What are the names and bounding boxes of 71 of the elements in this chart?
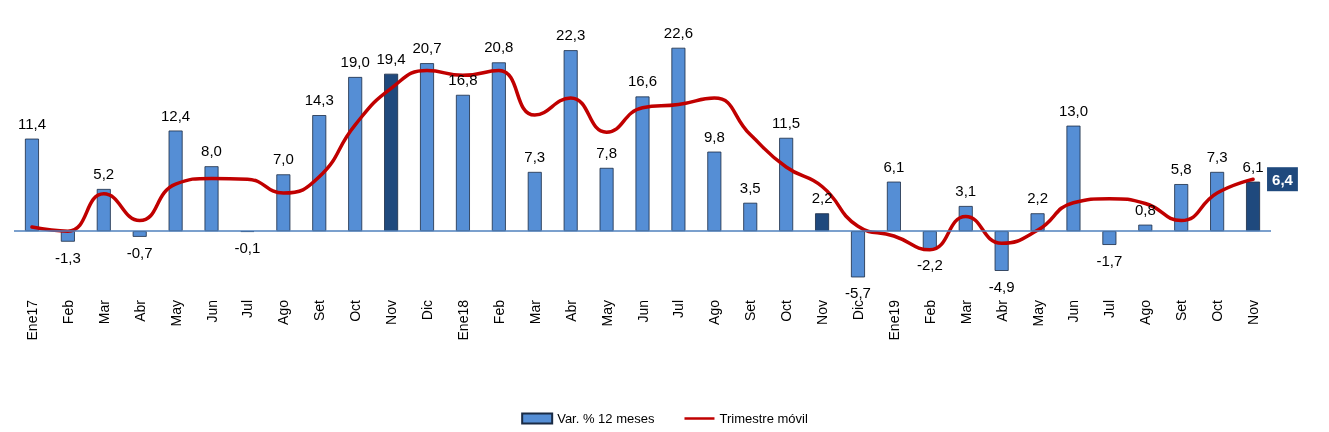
data-label: 22,3 xyxy=(556,26,586,44)
x-tick-label: Oct xyxy=(1209,299,1226,322)
data-label: 20,7 xyxy=(412,39,442,57)
data-label: 12,4 xyxy=(161,106,191,124)
data-label: 7,0 xyxy=(272,150,294,168)
x-tick-label: Jun xyxy=(1065,300,1082,323)
data-label: 3,5 xyxy=(739,178,761,196)
x-tick-label: Jul xyxy=(670,300,687,318)
data-label: -1,7 xyxy=(1096,251,1123,269)
x-tick-label: May xyxy=(167,300,184,327)
data-label: -1,3 xyxy=(54,248,81,266)
data-label: 2,2 xyxy=(811,189,833,207)
x-tick-label: Ago xyxy=(275,299,292,325)
data-label: 0,8 xyxy=(1134,200,1156,218)
data-label: 14,3 xyxy=(304,91,334,109)
data-label: 2,2 xyxy=(1027,189,1048,207)
x-tick-label: Abr xyxy=(562,299,579,322)
x-tick-label: Set xyxy=(311,299,328,322)
x-tick-label: Abr xyxy=(993,299,1010,322)
x-tick-label: Feb xyxy=(490,299,507,325)
data-label: 19,0 xyxy=(340,52,370,70)
x-tick-label: Feb xyxy=(59,299,76,325)
x-tick-label: Abr xyxy=(131,299,148,322)
data-label: 11,4 xyxy=(17,114,46,132)
x-tick-label: Nov xyxy=(383,300,400,325)
data-label: 6,1 xyxy=(883,157,905,175)
x-tick-label: Ago xyxy=(706,299,723,325)
x-tick-label: Ago xyxy=(1137,299,1154,325)
x-tick-label: Dic xyxy=(419,300,436,321)
x-tick-label: Set xyxy=(742,299,759,322)
data-label: 7,8 xyxy=(596,143,618,161)
x-tick-label: Nov xyxy=(814,300,831,325)
legend-label: Trimestre móvil xyxy=(719,411,808,426)
data-label: 5,8 xyxy=(1170,160,1192,178)
x-tick-label: Oct xyxy=(347,299,364,322)
x-tick-label: Feb xyxy=(921,299,938,325)
x-tick-label: Jul xyxy=(1101,300,1118,318)
x-tick-label: May xyxy=(1029,300,1046,327)
x-tick-label: Mar xyxy=(957,299,974,325)
data-label: 9,8 xyxy=(703,127,725,145)
data-label: 5,2 xyxy=(93,164,115,182)
data-label: 6,1 xyxy=(1242,157,1264,175)
x-tick-label: Jun xyxy=(203,300,220,323)
data-label: -0,1 xyxy=(234,238,261,256)
data-label: 16,6 xyxy=(627,72,658,90)
x-tick-label: Mar xyxy=(95,299,112,325)
x-tick-label: Mar xyxy=(526,299,543,325)
data-label: 13,0 xyxy=(1058,101,1089,119)
x-tick-label: Ene19 xyxy=(885,299,902,341)
data-label: 22,6 xyxy=(663,23,694,41)
data-label: -4,9 xyxy=(988,277,1015,295)
x-tick-label: Nov xyxy=(1245,300,1262,325)
data-label: 20,8 xyxy=(484,38,514,56)
x-tick-label: Ene17 xyxy=(23,299,40,341)
data-label: 19,4 xyxy=(376,49,406,67)
x-tick-label: Jul xyxy=(239,300,256,318)
x-tick-label: Dic xyxy=(849,300,866,321)
x-tick-label: Oct xyxy=(778,299,795,322)
x-tick-label: Ene18 xyxy=(454,299,471,341)
data-label: -2,2 xyxy=(916,255,943,273)
data-label: 7,3 xyxy=(524,147,546,165)
x-tick-label: Set xyxy=(1173,299,1190,322)
x-tick-label: Jun xyxy=(634,300,651,323)
data-label: -0,7 xyxy=(126,243,153,261)
data-label: 6,4 xyxy=(1272,170,1294,188)
x-tick-label: May xyxy=(598,300,615,327)
data-label: 8,0 xyxy=(201,142,222,160)
data-label: 7,3 xyxy=(1206,147,1228,165)
legend-label: Var. % 12 meses xyxy=(557,411,655,426)
data-label: 11,5 xyxy=(772,113,801,131)
data-label: 3,1 xyxy=(955,181,977,199)
